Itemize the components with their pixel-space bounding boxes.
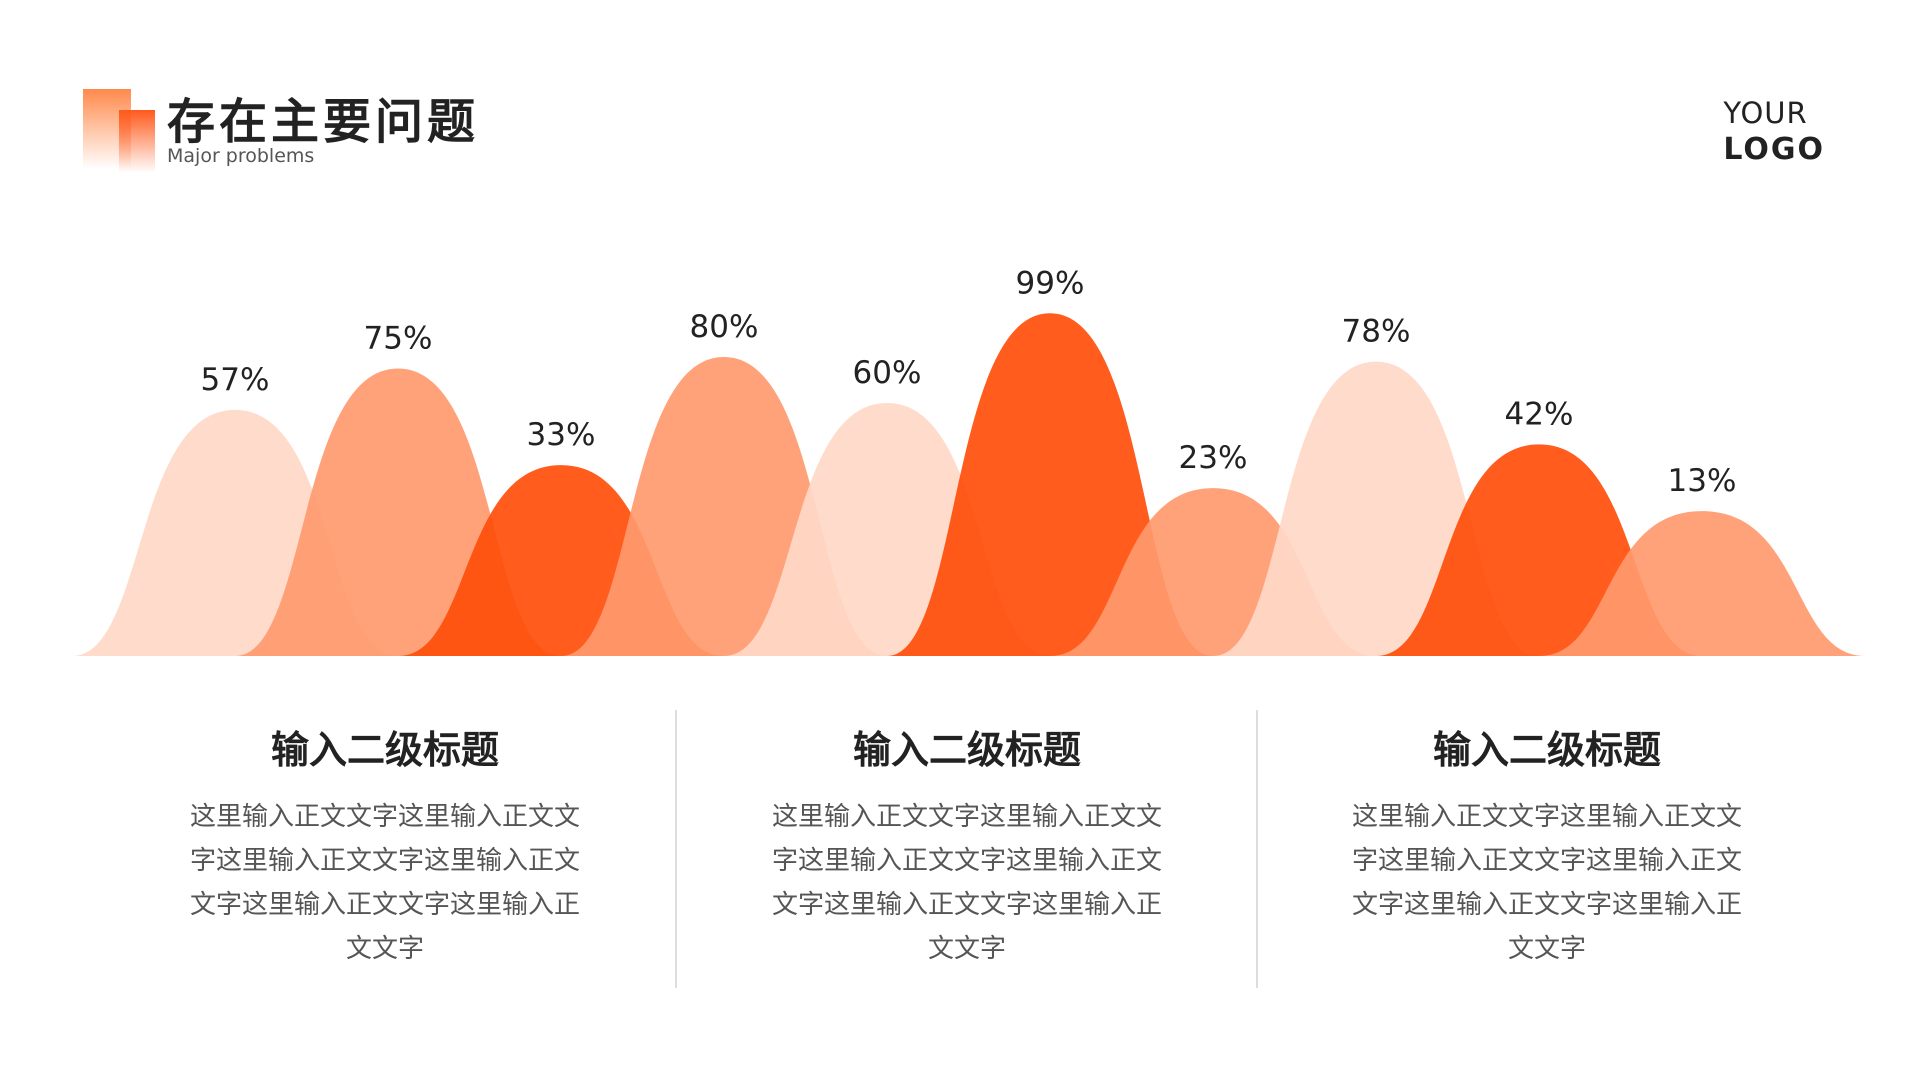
- page-subtitle: Major problems: [167, 145, 315, 167]
- column-body: 这里输入正文文字这里输入正文文字这里输入正文文字这里输入正文文字这里输入正文文字…: [771, 802, 1162, 964]
- column-body: 这里输入正文文字这里输入正文文字这里输入正文文字这里输入正文文字这里输入正文文字…: [189, 802, 580, 964]
- column-body: 这里输入正文文字这里输入正文文字这里输入正文文字这里输入正文文字这里输入正文文字…: [1351, 802, 1742, 964]
- column-heading: 输入二级标题: [270, 728, 499, 772]
- info-column-1: 输入二级标题 这里输入正文文字这里输入正文文字这里输入正文文字这里输入正文文字这…: [185, 725, 585, 971]
- data-label-8: 78%: [1342, 314, 1411, 350]
- column-divider: [1256, 710, 1258, 988]
- data-label-3: 33%: [527, 417, 596, 453]
- data-label-6: 99%: [1016, 265, 1085, 301]
- info-column-2: 输入二级标题 这里输入正文文字这里输入正文文字这里输入正文文字这里输入正文文字这…: [767, 725, 1167, 971]
- data-label-7: 23%: [1179, 440, 1248, 476]
- data-label-4: 80%: [690, 309, 759, 345]
- logo-line-2: LOGO: [1723, 132, 1825, 167]
- column-heading: 输入二级标题: [852, 728, 1081, 772]
- page-title: 存在主要问题: [167, 94, 480, 150]
- logo-line-1: YOUR: [1723, 96, 1808, 130]
- data-label-5: 60%: [853, 355, 922, 391]
- info-column-3: 输入二级标题 这里输入正文文字这里输入正文文字这里输入正文文字这里输入正文文字这…: [1347, 725, 1747, 971]
- data-label-9: 42%: [1505, 396, 1574, 432]
- data-label-10: 13%: [1668, 463, 1737, 499]
- column-divider: [675, 710, 677, 988]
- wave-peak-10: [1539, 511, 1865, 656]
- title-decoration-icon: [83, 89, 155, 173]
- brand-logo: YOUR LOGO: [1723, 95, 1825, 169]
- data-label-2: 75%: [364, 321, 433, 357]
- wave-area-chart: 57% 75% 33% 80% 60% 99% 23% 78% 42% 13%: [72, 265, 1865, 656]
- data-label-1: 57%: [201, 362, 270, 398]
- column-heading: 输入二级标题: [1432, 728, 1661, 772]
